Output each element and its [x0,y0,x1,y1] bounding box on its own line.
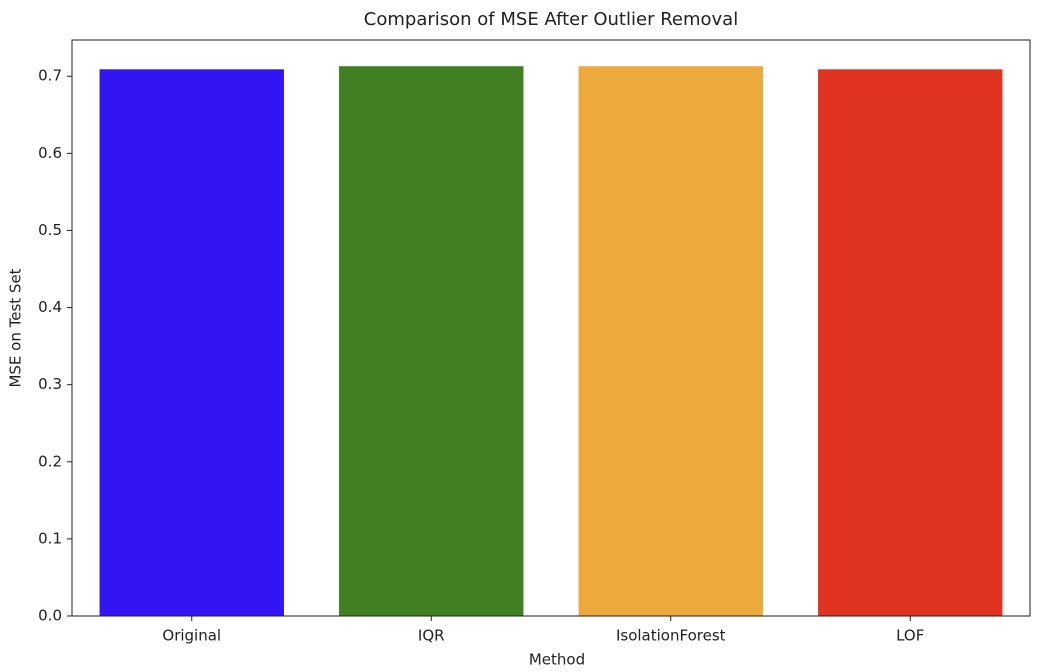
y-tick-label: 0.5 [38,221,62,239]
bar [339,66,524,617]
y-tick-label: 0.4 [38,298,62,316]
y-axis-label: MSE on Test Set [7,268,25,387]
plot-frame [71,39,1031,617]
y-tick-label: 0.1 [38,529,62,547]
bar [578,66,763,617]
x-axis-label: Method [529,651,585,669]
y-tick-label: 0.3 [38,375,62,393]
x-tick-label: Original [162,627,221,645]
x-tick-label: IsolationForest [616,627,726,645]
y-tick-label: 0.2 [38,452,62,470]
bar [818,69,1003,616]
x-tick-label: IQR [418,627,445,645]
x-tick-label: LOF [896,627,924,645]
chart-title: Comparison of MSE After Outlier Removal [364,9,738,30]
y-tick-label: 0.0 [38,607,62,625]
y-tick-label: 0.7 [38,67,62,85]
y-tick-label: 0.6 [38,144,62,162]
bar [99,69,284,616]
